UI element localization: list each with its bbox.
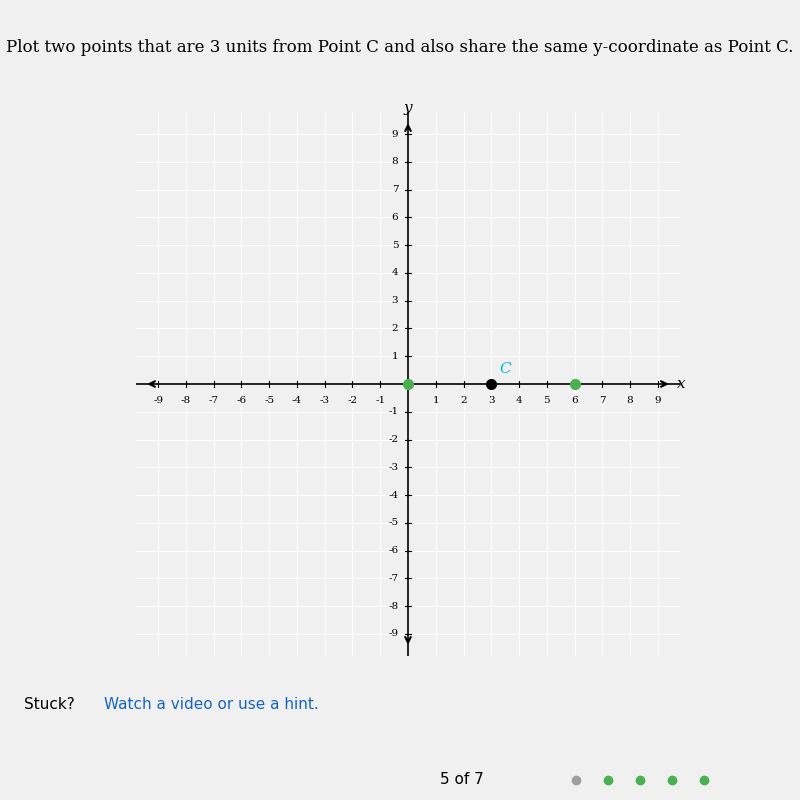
Text: 2: 2 [460,397,467,406]
Text: x: x [678,377,686,391]
Text: 9: 9 [392,130,398,138]
Text: 4: 4 [392,269,398,278]
Text: Plot two points that are 3 units from Point C and also share the same y-coordina: Plot two points that are 3 units from Po… [6,39,794,57]
Text: -6: -6 [237,397,246,406]
Text: -4: -4 [292,397,302,406]
Text: -8: -8 [388,602,398,610]
Text: Watch a video or use a hint.: Watch a video or use a hint. [104,698,318,712]
Text: 7: 7 [599,397,606,406]
Text: C: C [499,362,511,376]
Text: 5: 5 [392,241,398,250]
Text: -1: -1 [375,397,386,406]
Text: -5: -5 [388,518,398,527]
Text: -2: -2 [347,397,358,406]
Text: 3: 3 [392,296,398,306]
Text: -8: -8 [181,397,191,406]
Text: 5: 5 [543,397,550,406]
Text: 6: 6 [571,397,578,406]
Text: 1: 1 [392,352,398,361]
Text: -5: -5 [264,397,274,406]
Text: -1: -1 [388,407,398,416]
Text: Stuck?: Stuck? [24,698,74,712]
Text: 1: 1 [433,397,439,406]
Text: 7: 7 [392,186,398,194]
Text: 9: 9 [654,397,661,406]
Text: -3: -3 [388,462,398,472]
Text: -9: -9 [388,630,398,638]
Text: 2: 2 [392,324,398,333]
Text: 5 of 7: 5 of 7 [440,772,484,787]
Text: -7: -7 [388,574,398,582]
Text: -3: -3 [320,397,330,406]
Text: -4: -4 [388,490,398,499]
Text: -2: -2 [388,435,398,444]
Text: -7: -7 [209,397,218,406]
Text: 4: 4 [516,397,522,406]
Text: 3: 3 [488,397,494,406]
Text: y: y [404,101,412,114]
Text: -6: -6 [388,546,398,555]
Text: 8: 8 [392,158,398,166]
Text: 8: 8 [626,397,634,406]
Text: -9: -9 [153,397,163,406]
Text: 6: 6 [392,213,398,222]
